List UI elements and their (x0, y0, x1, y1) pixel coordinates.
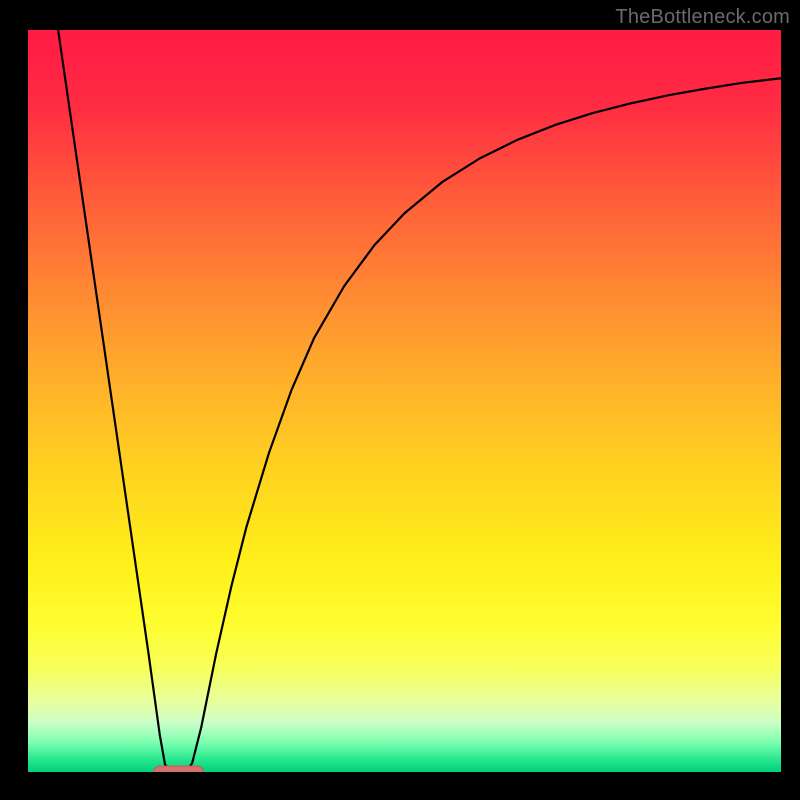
watermark-text: TheBottleneck.com (615, 6, 790, 29)
gradient-background (28, 30, 781, 772)
bottleneck-chart-svg (0, 0, 800, 800)
chart-container: { "meta": { "watermark": "TheBottleneck.… (0, 0, 800, 800)
